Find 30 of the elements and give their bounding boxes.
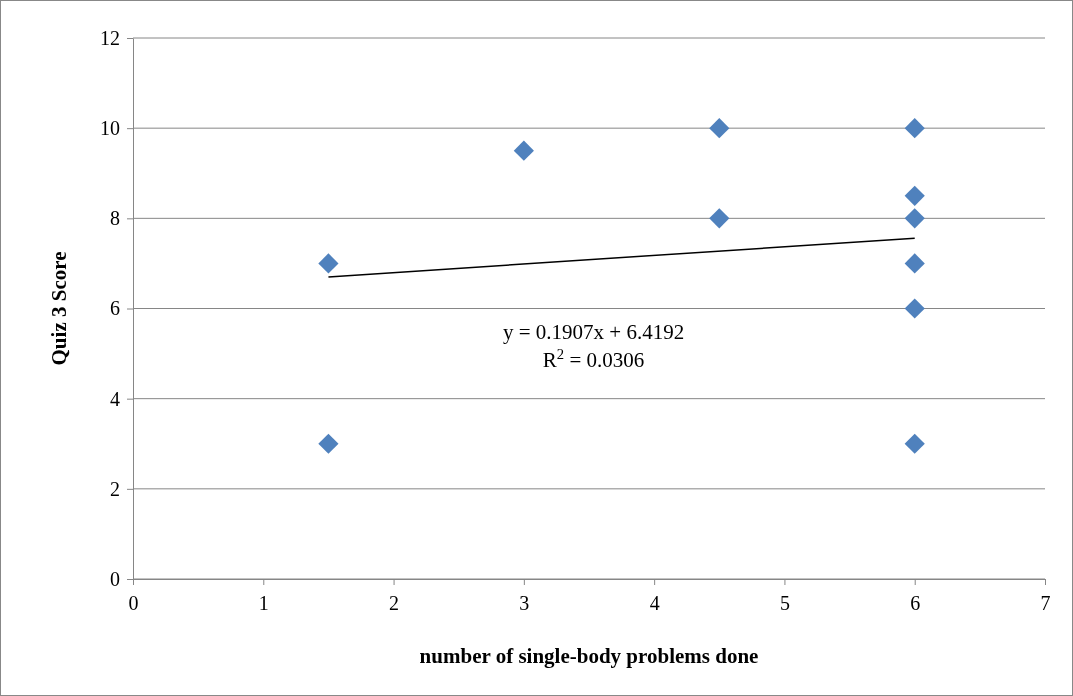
x-tick-label: 3 [519, 592, 530, 614]
point [904, 298, 925, 319]
point [513, 140, 534, 161]
y-tick-label: 8 [110, 207, 120, 230]
x-tick-label: 0 [128, 592, 139, 614]
y-tick-label: 0 [110, 567, 120, 590]
y-tick-label: 2 [110, 477, 120, 500]
point [318, 253, 339, 274]
point [904, 433, 925, 454]
x-tick-label: 7 [1040, 592, 1051, 614]
point [904, 208, 925, 229]
x-axis-title: number of single-body problems done [419, 644, 759, 668]
point [709, 208, 730, 229]
y-tick-label: 4 [110, 387, 120, 410]
point [904, 118, 925, 139]
annotation: R$^{2}$ = 0.0306 [542, 345, 645, 372]
x-tick-label: 6 [910, 592, 921, 614]
y-tick-label: 6 [110, 297, 120, 320]
y-axis-title: Quiz 3 Score [47, 251, 71, 366]
point [904, 253, 925, 274]
point [904, 185, 925, 206]
x-tick-label: 5 [779, 592, 790, 614]
x-tick-label: 2 [389, 592, 400, 614]
x-tick-label: 4 [649, 592, 660, 614]
annotation: y = 0.1907x + 6.4192 [502, 319, 685, 344]
point [318, 433, 339, 454]
y-tick-label: 10 [100, 117, 120, 140]
point [709, 118, 730, 139]
x-tick-label: 1 [258, 592, 269, 614]
y-tick-label: 12 [100, 26, 120, 49]
